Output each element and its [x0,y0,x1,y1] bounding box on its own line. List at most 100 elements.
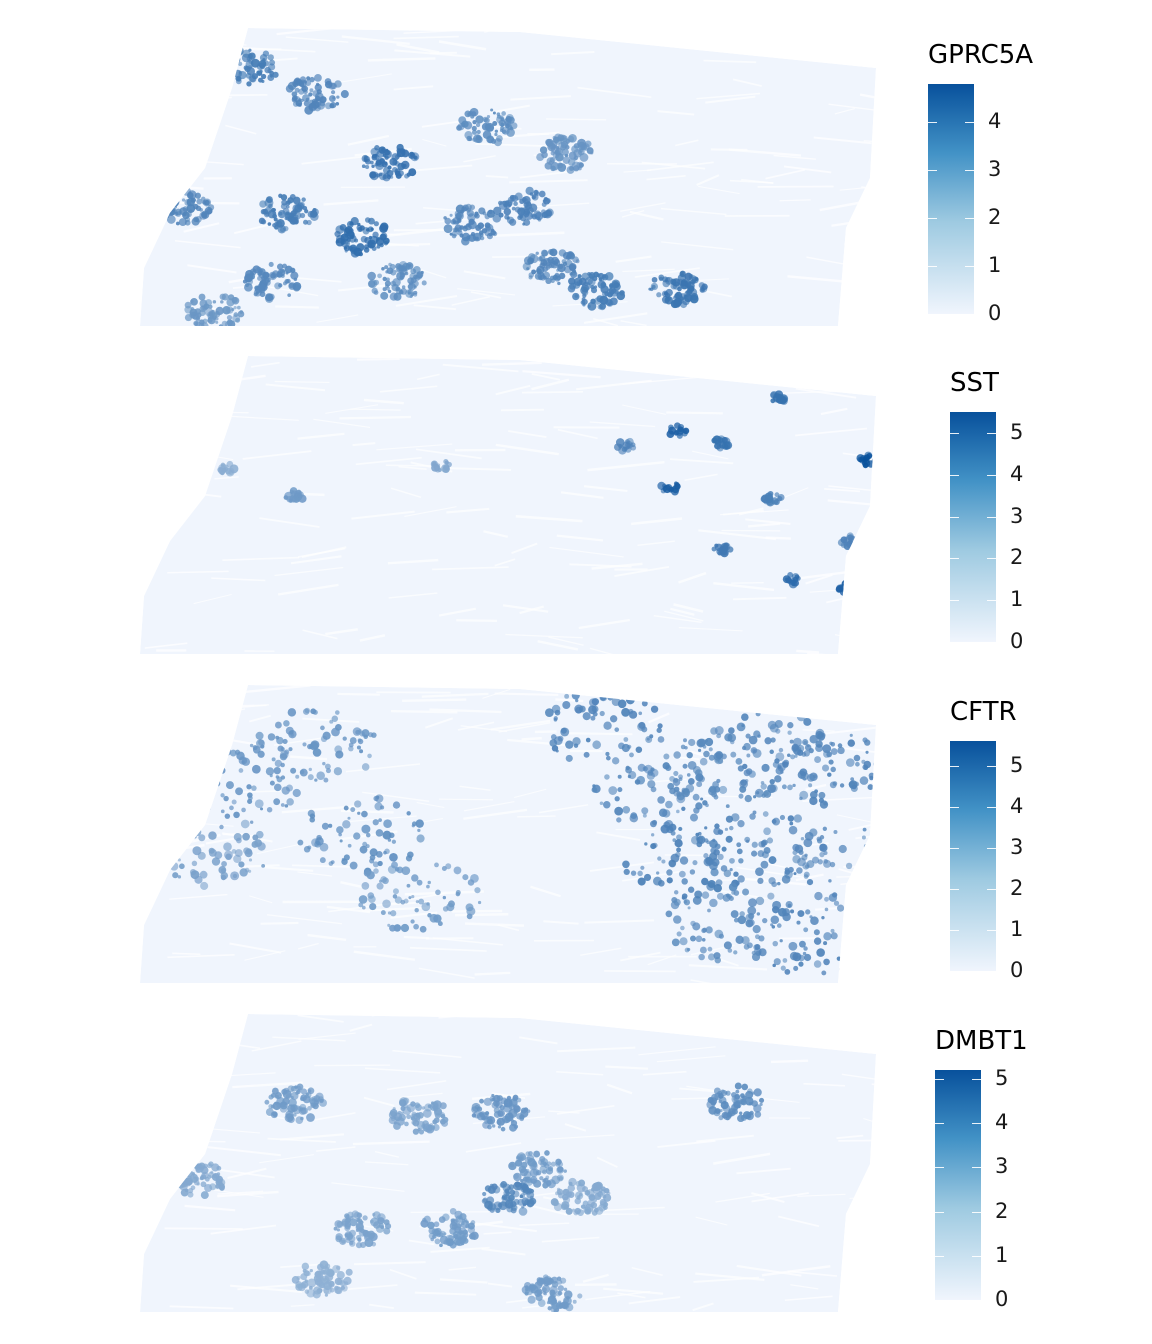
expression-spot [804,853,808,857]
legend-tick-mark [987,516,996,518]
expression-spot [339,839,343,843]
expression-spot [472,119,477,125]
expression-spot [257,750,265,758]
expression-spot [847,739,856,747]
expression-spot [160,204,169,212]
expression-spot [698,953,705,961]
expression-spot [531,269,537,275]
expression-spot [387,923,391,927]
expression-spot [237,61,243,67]
expression-spot [686,773,691,777]
expression-spot [382,166,391,174]
expression-spot [821,915,825,920]
expression-spot [673,786,680,793]
expression-spot [442,465,450,473]
expression-spot [759,1097,765,1103]
expression-spot [280,203,288,210]
expression-spot [547,248,554,255]
expression-spot [527,1157,536,1167]
texture-streak [409,946,487,952]
expression-spot [158,866,164,872]
expression-spot [247,798,253,804]
expression-spot [177,847,183,853]
expression-spot [506,124,513,131]
texture-streak [583,485,628,493]
expression-spot [661,859,666,864]
expression-region [456,107,518,147]
expression-spot [862,459,871,468]
expression-spot [434,1107,443,1116]
expression-spot [397,1110,402,1115]
expression-spot [361,164,366,169]
expression-spot [895,773,899,777]
expression-spot [236,837,242,844]
expression-spot [656,727,662,733]
expression-spot [608,786,618,795]
expression-spot [792,783,796,788]
expression-spot [427,880,431,885]
expression-spot [208,1161,214,1167]
expression-spot [199,208,203,212]
expression-spot [564,693,570,699]
expression-spot [689,869,696,875]
expression-region [782,572,801,589]
expression-spot [543,1161,548,1167]
expression-spot [336,1221,344,1228]
expression-spot [226,460,234,468]
expression-spot [234,56,241,63]
expression-spot [649,734,654,739]
expression-spot [558,264,564,270]
expression-spot [158,209,163,214]
expression-spot [565,754,573,762]
expression-spot [701,891,710,899]
expression-spot [781,784,787,790]
expression-spot [473,134,482,143]
expression-spot [750,747,758,754]
texture-streak [350,408,401,411]
expression-spot [319,842,329,852]
expression-spot [815,728,825,738]
expression-spot [365,158,371,165]
expression-spot [184,1188,189,1193]
texture-streak [256,843,303,855]
expression-spot [557,281,561,286]
expression-spot [190,1158,197,1165]
expression-spot [812,856,820,864]
expression-spot [572,281,581,289]
expression-spot [380,910,386,916]
texture-streak [301,154,370,165]
expression-spot [771,925,776,929]
legend-tick-mark [950,642,959,643]
expression-spot [280,762,285,768]
expression-spot [769,723,779,733]
texture-streak [527,133,549,135]
expression-spot [408,264,412,268]
expression-spot [755,711,761,717]
expression-spot [393,1122,401,1130]
expression-spot [839,965,847,974]
texture-streak [164,1227,243,1230]
texture-streak [710,148,748,152]
expression-spot [673,898,681,906]
texture-streak [362,906,432,912]
texture-streak [622,268,675,273]
expression-spot [871,852,876,857]
texture-streak [585,1290,651,1301]
expression-spot [172,192,182,201]
expression-spot [391,839,397,844]
expression-spot [205,299,213,307]
expression-spot [527,1295,536,1304]
expression-region [430,458,452,473]
expression-spot [191,860,198,867]
expression-spot [255,830,264,839]
expression-spot [562,156,571,164]
expression-spot [324,102,332,110]
legend-tick-label: 3 [995,1154,1009,1179]
texture-streak [474,971,511,976]
expression-spot [470,1220,476,1225]
expression-spot [320,725,325,731]
texture-streak [400,1092,443,1099]
expression-spot [230,50,240,60]
texture-streak [698,529,777,541]
expression-spot [430,1237,435,1242]
